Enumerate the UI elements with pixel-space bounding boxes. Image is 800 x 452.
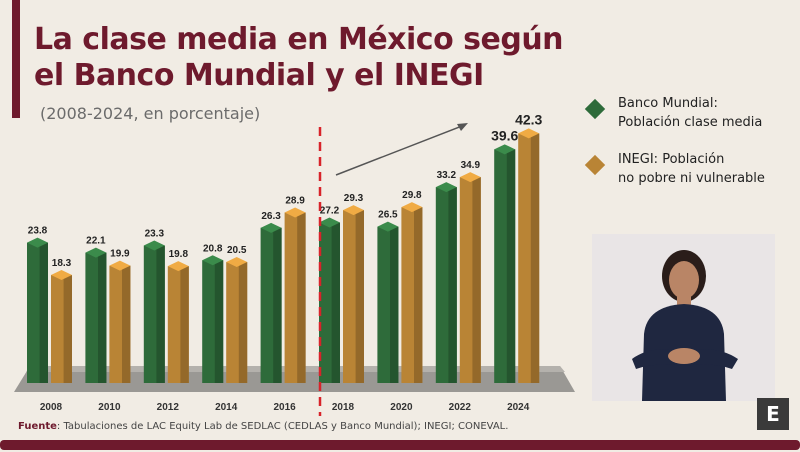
bar-top-face bbox=[51, 270, 72, 281]
bar-side bbox=[98, 252, 107, 383]
accent-bar bbox=[12, 0, 20, 118]
bar-side bbox=[297, 212, 306, 383]
data-label: 26.5 bbox=[378, 210, 398, 221]
bar-side bbox=[39, 242, 48, 383]
data-label: 34.9 bbox=[461, 160, 481, 171]
data-label: 29.8 bbox=[402, 190, 422, 201]
bar-side bbox=[180, 266, 189, 383]
data-label: 20.8 bbox=[203, 243, 223, 254]
x-tick-label: 2010 bbox=[98, 402, 121, 413]
x-tick-label: 2022 bbox=[449, 402, 472, 413]
bar-side bbox=[63, 275, 72, 383]
bar-top-face bbox=[167, 261, 189, 272]
bar-top-face bbox=[518, 128, 540, 139]
data-label: 42.3 bbox=[515, 111, 542, 127]
bar-top-face bbox=[85, 247, 107, 258]
bar-side bbox=[448, 187, 457, 383]
bar-top-face bbox=[284, 207, 306, 218]
data-label: 33.2 bbox=[437, 170, 457, 181]
data-label: 28.9 bbox=[285, 195, 305, 206]
bar-top-face bbox=[143, 240, 165, 251]
bar-top-face bbox=[494, 144, 516, 155]
data-label: 19.9 bbox=[110, 249, 130, 260]
data-label: 19.8 bbox=[169, 249, 189, 260]
bar-side bbox=[355, 210, 364, 383]
data-label: 26.3 bbox=[261, 211, 281, 222]
trend-arrow-head bbox=[457, 123, 468, 131]
data-label: 22.1 bbox=[86, 236, 106, 247]
bar-top-face bbox=[401, 202, 423, 213]
legend-label: INEGI: Población bbox=[618, 152, 725, 167]
bar-top-face bbox=[343, 205, 364, 216]
data-label: 39.6 bbox=[491, 127, 518, 143]
x-tick-label: 2018 bbox=[332, 402, 355, 413]
bar-top-face bbox=[260, 222, 282, 233]
channel-logo: E bbox=[757, 398, 789, 430]
sign-language-interpreter-video bbox=[592, 234, 775, 401]
bar-side bbox=[156, 245, 165, 383]
x-tick-label: 2016 bbox=[273, 402, 296, 413]
bar-side bbox=[238, 262, 248, 383]
bar-side bbox=[331, 222, 340, 383]
bar-top-face bbox=[27, 237, 48, 248]
page-title: La clase media en México según el Banco … bbox=[34, 22, 564, 94]
interpreter-figure bbox=[632, 250, 738, 401]
bar-top-face bbox=[377, 221, 399, 232]
bar-side bbox=[214, 260, 224, 383]
bar-top-face bbox=[202, 255, 224, 266]
source-text: : Tabulaciones de LAC Equity Lab de SEDL… bbox=[56, 421, 509, 432]
data-label: 18.3 bbox=[52, 258, 72, 269]
data-label: 29.3 bbox=[344, 193, 364, 204]
data-label: 27.2 bbox=[320, 206, 340, 217]
data-label: 23.3 bbox=[145, 229, 165, 240]
data-label: 20.5 bbox=[227, 245, 247, 256]
bar-side bbox=[472, 177, 481, 383]
bar-side bbox=[530, 133, 540, 383]
source-label: Fuente bbox=[18, 421, 57, 432]
x-tick-label: 2012 bbox=[157, 402, 180, 413]
footer-bar bbox=[0, 440, 800, 450]
bar-top-face bbox=[435, 182, 457, 193]
subtitle: (2008-2024, en porcentaje) bbox=[40, 104, 261, 123]
title-line-2: el Banco Mundial y el INEGI bbox=[34, 58, 484, 93]
x-tick-label: 2020 bbox=[390, 402, 413, 413]
bar-side bbox=[273, 227, 282, 383]
bar-side bbox=[390, 226, 399, 383]
x-tick-label: 2014 bbox=[215, 402, 238, 413]
bar-side bbox=[414, 207, 423, 383]
title-line-1: La clase media en México según bbox=[34, 22, 564, 57]
legend-label: no pobre ni vulnerable bbox=[618, 171, 765, 186]
bar-top-face bbox=[109, 260, 131, 271]
legend-label: Banco Mundial: bbox=[618, 96, 718, 111]
bar-top-face bbox=[319, 217, 340, 228]
bar-top-face bbox=[459, 172, 481, 183]
bar-side bbox=[506, 149, 516, 383]
x-tick-label: 2024 bbox=[507, 402, 530, 413]
bar-top-face bbox=[226, 257, 248, 268]
source-note: Fuente: Tabulaciones de LAC Equity Lab d… bbox=[18, 421, 508, 432]
legend-label: Población clase media bbox=[618, 115, 763, 130]
data-label: 23.8 bbox=[28, 226, 48, 237]
bar-side bbox=[122, 265, 131, 383]
trend-arrow bbox=[335, 125, 463, 176]
x-tick-label: 2008 bbox=[40, 402, 63, 413]
